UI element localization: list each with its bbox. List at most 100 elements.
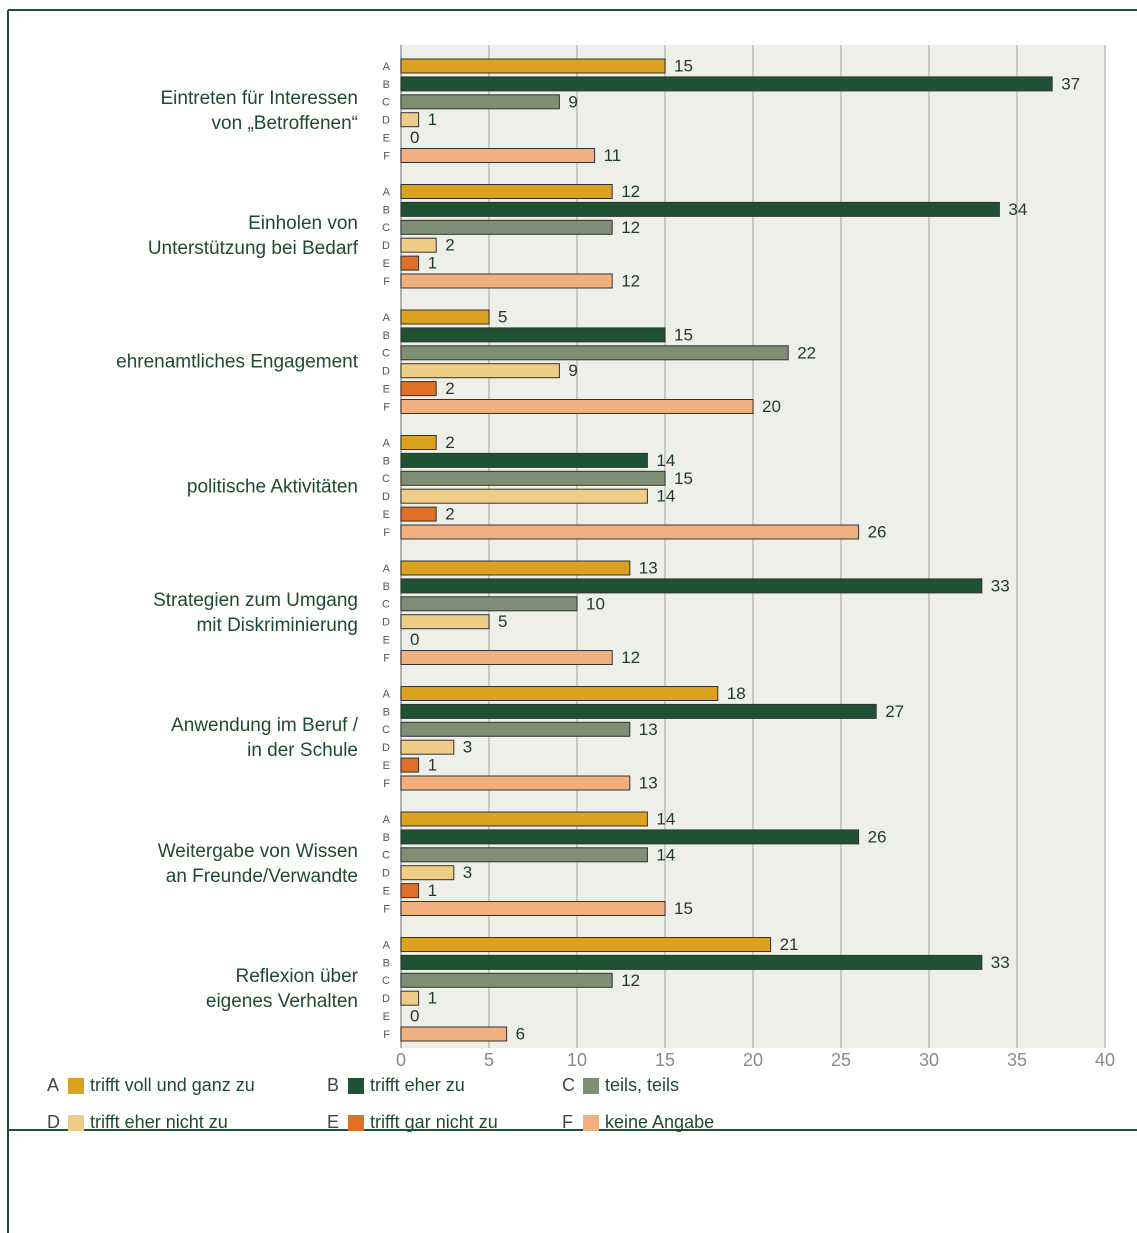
series-key: F (383, 652, 390, 664)
x-tick-label: 5 (484, 1050, 494, 1070)
value-label: 10 (586, 594, 605, 613)
series-key: F (383, 778, 390, 790)
legend-swatch (68, 1078, 84, 1094)
value-label: 2 (445, 379, 454, 398)
value-label: 13 (639, 558, 658, 577)
x-tick-label: 35 (1007, 1050, 1027, 1070)
value-label: 0 (410, 128, 419, 147)
series-key: A (383, 437, 391, 449)
value-label: 0 (410, 1007, 419, 1026)
bar (400, 184, 613, 199)
category-label: Anwendung im Beruf / in der Schule (171, 715, 358, 762)
series-key: C (382, 348, 390, 360)
value-label: 13 (639, 773, 658, 792)
value-label: 14 (656, 487, 675, 506)
series-key: E (383, 886, 390, 898)
series-key: D (382, 617, 390, 629)
bar (400, 201, 1000, 217)
bar (400, 560, 631, 576)
value-label: 26 (868, 522, 887, 541)
series-key: C (382, 850, 390, 862)
value-label: 9 (568, 361, 577, 380)
legend-label: keine Angabe (605, 1112, 714, 1132)
bar (400, 148, 596, 163)
bar (400, 255, 420, 271)
bar (400, 452, 648, 468)
legend-key: C (562, 1075, 575, 1095)
series-key: B (383, 706, 390, 718)
bar (400, 58, 666, 74)
value-label: 26 (868, 827, 887, 846)
legend-swatch (68, 1115, 84, 1131)
bar (400, 273, 613, 289)
bar (400, 847, 648, 863)
value-label: 12 (621, 971, 640, 990)
category-label: Einholen von Unterstützung bei Bedarf (147, 213, 358, 260)
bar (400, 865, 455, 881)
series-key: B (383, 832, 390, 844)
series-key: D (382, 366, 390, 378)
legend-key: B (327, 1075, 339, 1095)
bar (400, 345, 789, 361)
series-key: F (383, 401, 390, 413)
legend-key: E (327, 1112, 339, 1132)
legend-swatch (583, 1078, 599, 1094)
value-label: 3 (463, 738, 472, 757)
x-tick-label: 25 (831, 1050, 851, 1070)
bar (400, 901, 666, 916)
legend-key: D (47, 1112, 60, 1132)
series-key: F (383, 903, 390, 915)
bar (400, 327, 666, 343)
series-key: A (383, 312, 391, 324)
series-key: E (383, 1011, 390, 1023)
bar (400, 811, 648, 827)
bar (400, 399, 754, 414)
bar (400, 721, 631, 737)
legend-key: F (562, 1112, 573, 1132)
value-label: 1 (428, 254, 437, 273)
series-key: B (383, 79, 390, 91)
category-label: politische Aktivitäten (186, 476, 358, 498)
series-key: E (383, 635, 390, 647)
bar (400, 363, 560, 379)
bar (400, 309, 490, 325)
category-label: Strategien zum Umgang mit Diskriminierun… (153, 589, 358, 636)
value-label: 15 (674, 469, 693, 488)
legend-swatch (583, 1115, 599, 1131)
legend-label: trifft eher zu (370, 1075, 465, 1095)
series-key: F (383, 527, 390, 539)
series-key: E (383, 133, 390, 145)
series-key: A (383, 61, 391, 73)
series-key: C (382, 599, 390, 611)
series-key: D (382, 993, 390, 1005)
series-key: F (383, 276, 390, 288)
bar (400, 76, 1053, 92)
value-label: 20 (762, 397, 781, 416)
series-key: A (383, 563, 391, 575)
series-key: F (383, 150, 390, 162)
category-label: ehrenamtliches Engagement (116, 351, 358, 373)
bar (400, 506, 437, 522)
x-tick-label: 10 (567, 1050, 587, 1070)
value-label: 3 (463, 863, 472, 882)
value-label: 12 (621, 218, 640, 237)
bar (400, 990, 420, 1006)
value-label: 14 (656, 451, 675, 470)
bar (400, 1026, 508, 1042)
bar (400, 94, 560, 110)
value-label: 14 (656, 809, 675, 828)
series-key: C (382, 473, 390, 485)
series-key: B (383, 581, 390, 593)
value-label: 9 (568, 92, 577, 111)
value-label: 0 (410, 630, 419, 649)
bar (400, 614, 490, 630)
category-label: Eintreten für Interessen von „Betroffene… (160, 87, 359, 134)
series-key: D (382, 868, 390, 880)
bar (400, 703, 877, 719)
value-label: 21 (780, 935, 799, 954)
value-label: 1 (428, 110, 437, 129)
x-tick-label: 15 (655, 1050, 675, 1070)
bar (400, 524, 860, 540)
value-label: 1 (428, 756, 437, 775)
